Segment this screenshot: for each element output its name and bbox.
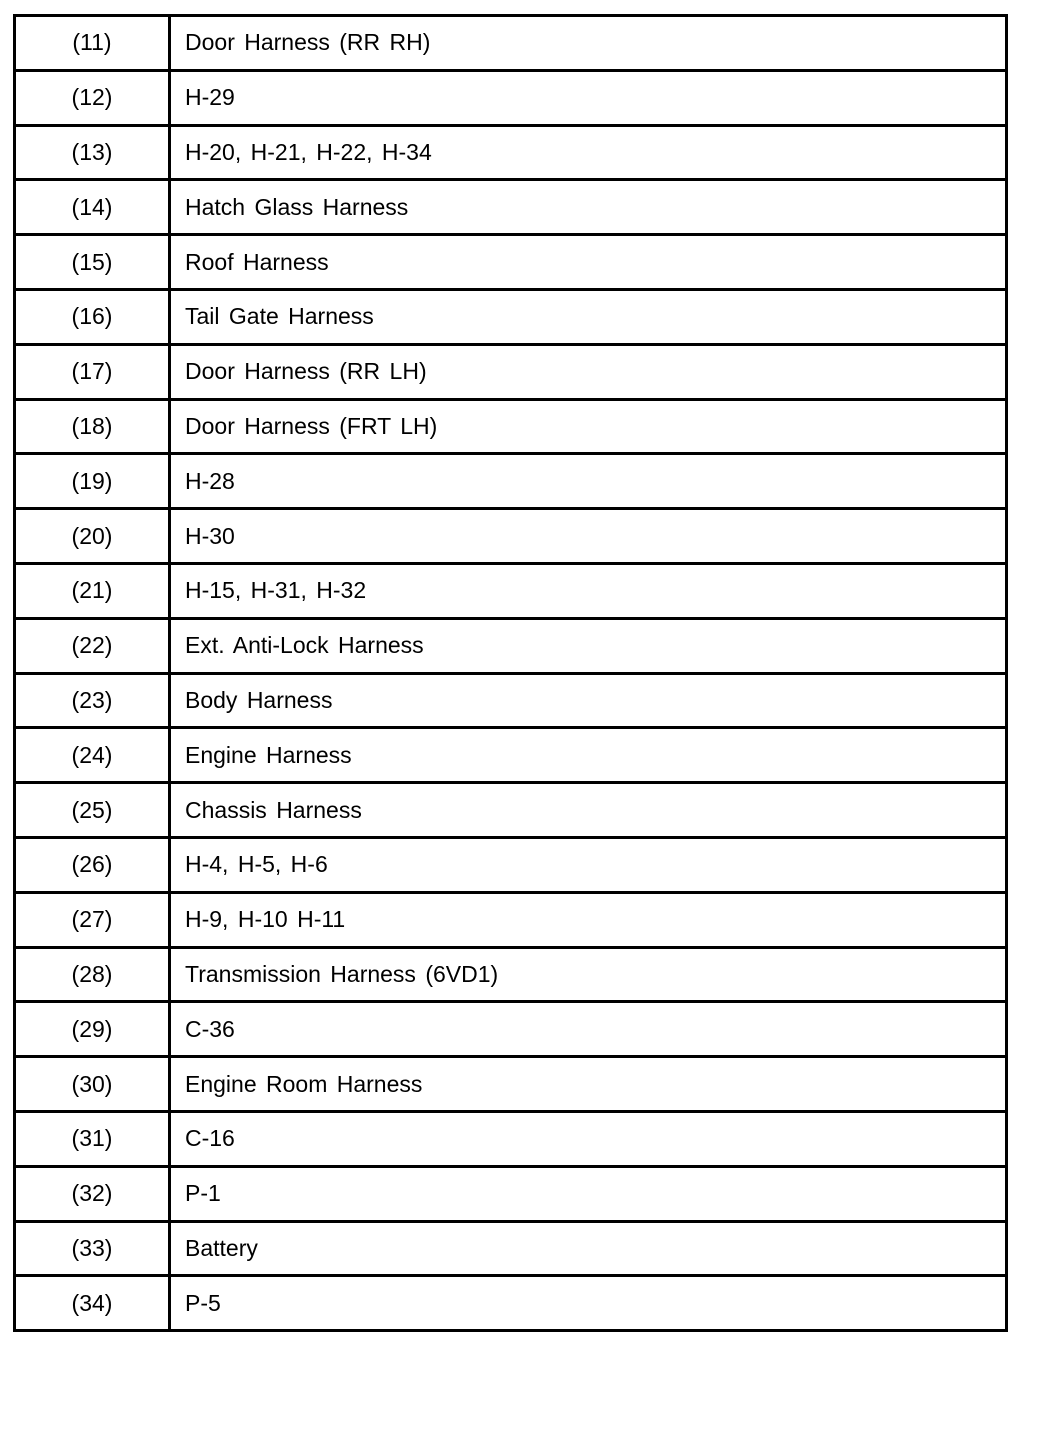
table-row: (30) Engine Room Harness [13, 1055, 1008, 1113]
item-description: H-4, H-5, H-6 [168, 835, 1008, 894]
item-number: (34) [13, 1274, 171, 1333]
table-row: (15) Roof Harness [13, 233, 1008, 291]
item-description: Tail Gate Harness [168, 287, 1008, 346]
item-description: Door Harness (RR LH) [168, 342, 1008, 401]
item-number: (26) [13, 835, 171, 894]
table-row: (33) Battery [13, 1219, 1008, 1278]
item-number: (30) [13, 1055, 171, 1113]
item-description: Body Harness [168, 671, 1008, 730]
table-row: (14) Hatch Glass Harness [13, 178, 1008, 237]
table-row: (21) H-15, H-31, H-32 [13, 561, 1008, 620]
item-number: (20) [13, 507, 171, 565]
item-description: P-1 [168, 1164, 1008, 1223]
item-number: (32) [13, 1164, 171, 1223]
item-description: H-20, H-21, H-22, H-34 [168, 123, 1008, 182]
item-number: (33) [13, 1219, 171, 1278]
table-row: (23) Body Harness [13, 671, 1008, 730]
table-row: (25) Chassis Harness [13, 781, 1008, 839]
item-number: (28) [13, 945, 171, 1004]
item-number: (19) [13, 452, 171, 511]
table-body: (11) Door Harness (RR RH) (12) H-29 (13) H-20… [13, 14, 1008, 1333]
table-row: (27) H-9, H-10 H-11 [13, 890, 1008, 949]
item-description: H-9, H-10 H-11 [168, 890, 1008, 949]
item-description: Chassis Harness [168, 781, 1008, 839]
item-number: (27) [13, 890, 171, 949]
item-number: (25) [13, 781, 171, 839]
table-row: (24) Engine Harness [13, 726, 1008, 785]
item-number: (29) [13, 1000, 171, 1059]
item-description: Transmission Harness (6VD1) [168, 945, 1008, 1004]
item-description: H-15, H-31, H-32 [168, 561, 1008, 620]
item-number: (31) [13, 1109, 171, 1168]
table-row: (22) Ext. Anti-Lock Harness [13, 616, 1008, 675]
table-row: (16) Tail Gate Harness [13, 287, 1008, 346]
item-description: Roof Harness [168, 233, 1008, 291]
item-number: (21) [13, 561, 171, 620]
item-description: H-30 [168, 507, 1008, 565]
table-row: (11) Door Harness (RR RH) [13, 14, 1008, 72]
table-row: (34) P-5 [13, 1274, 1008, 1333]
item-description: H-29 [168, 68, 1008, 127]
harness-legend-table: (11) Door Harness (RR RH) (12) H-29 (13) H-20… [13, 14, 1008, 1333]
table-row: (18) Door Harness (FRT LH) [13, 397, 1008, 456]
item-description: P-5 [168, 1274, 1008, 1333]
item-number: (17) [13, 342, 171, 401]
item-number: (16) [13, 287, 171, 346]
item-number: (11) [13, 14, 171, 72]
item-number: (15) [13, 233, 171, 291]
item-description: Engine Harness [168, 726, 1008, 785]
item-number: (24) [13, 726, 171, 785]
table-row: (26) H-4, H-5, H-6 [13, 835, 1008, 894]
item-number: (12) [13, 68, 171, 127]
item-description: C-16 [168, 1109, 1008, 1168]
item-number: (14) [13, 178, 171, 237]
table-row: (19) H-28 [13, 452, 1008, 511]
item-number: (22) [13, 616, 171, 675]
item-description: Hatch Glass Harness [168, 178, 1008, 237]
table-row: (29) C-36 [13, 1000, 1008, 1059]
table-row: (20) H-30 [13, 507, 1008, 565]
table-row: (28) Transmission Harness (6VD1) [13, 945, 1008, 1004]
table-row: (32) P-1 [13, 1164, 1008, 1223]
item-number: (23) [13, 671, 171, 730]
table-row: (31) C-16 [13, 1109, 1008, 1168]
item-description: Door Harness (FRT LH) [168, 397, 1008, 456]
item-description: Door Harness (RR RH) [168, 14, 1008, 72]
item-number: (13) [13, 123, 171, 182]
item-description: Ext. Anti-Lock Harness [168, 616, 1008, 675]
item-description: Battery [168, 1219, 1008, 1278]
table-row: (17) Door Harness (RR LH) [13, 342, 1008, 401]
item-number: (18) [13, 397, 171, 456]
item-description: Engine Room Harness [168, 1055, 1008, 1113]
table-row: (12) H-29 [13, 68, 1008, 127]
table-row: (13) H-20, H-21, H-22, H-34 [13, 123, 1008, 182]
item-description: H-28 [168, 452, 1008, 511]
item-description: C-36 [168, 1000, 1008, 1059]
